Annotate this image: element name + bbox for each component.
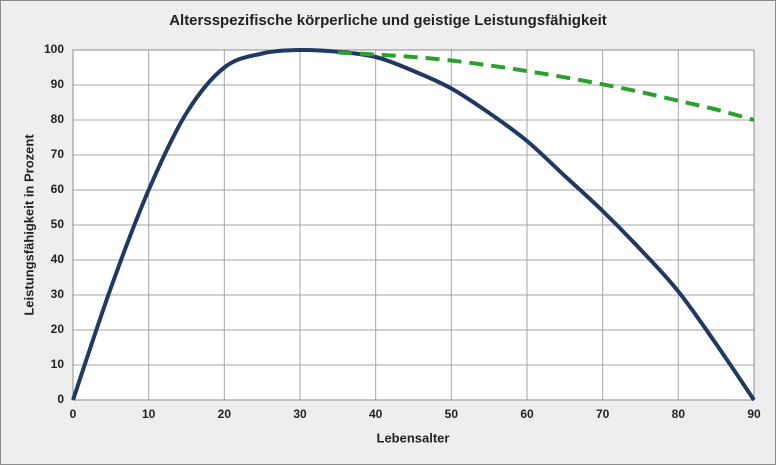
y-tick-label: 10 (51, 357, 65, 371)
x-tick-label: 20 (218, 407, 232, 421)
y-tick-label: 30 (51, 287, 65, 301)
series-line (71, 47, 756, 402)
y-tick-label: 0 (57, 392, 64, 406)
y-tick-label: 50 (51, 217, 65, 231)
chart-title: Altersspezifische körperliche und geisti… (169, 12, 607, 29)
y-tick-label: 40 (51, 252, 65, 266)
y-tick-label: 60 (51, 182, 65, 196)
x-tick-label: 90 (747, 407, 761, 421)
series-line (337, 50, 755, 122)
x-tick-label: 50 (445, 407, 459, 421)
y-tick-label: 70 (51, 147, 65, 161)
x-tick-label: 60 (520, 407, 534, 421)
y-tick-label: 90 (51, 77, 65, 91)
x-tick-label: 40 (369, 407, 383, 421)
y-axis-label: Leistungsfähigkeit in Prozent (21, 134, 36, 316)
x-tick-label: 0 (70, 407, 77, 421)
x-tick-label: 70 (596, 407, 610, 421)
plot-border (72, 49, 755, 401)
x-tick-label: 10 (142, 407, 156, 421)
x-tick-label: 30 (293, 407, 307, 421)
y-tick-label: 100 (44, 42, 64, 56)
x-tick-label: 80 (672, 407, 686, 421)
y-tick-label: 20 (51, 322, 65, 336)
y-tick-label: 80 (51, 112, 65, 126)
x-axis-label: Lebensalter (377, 430, 450, 445)
